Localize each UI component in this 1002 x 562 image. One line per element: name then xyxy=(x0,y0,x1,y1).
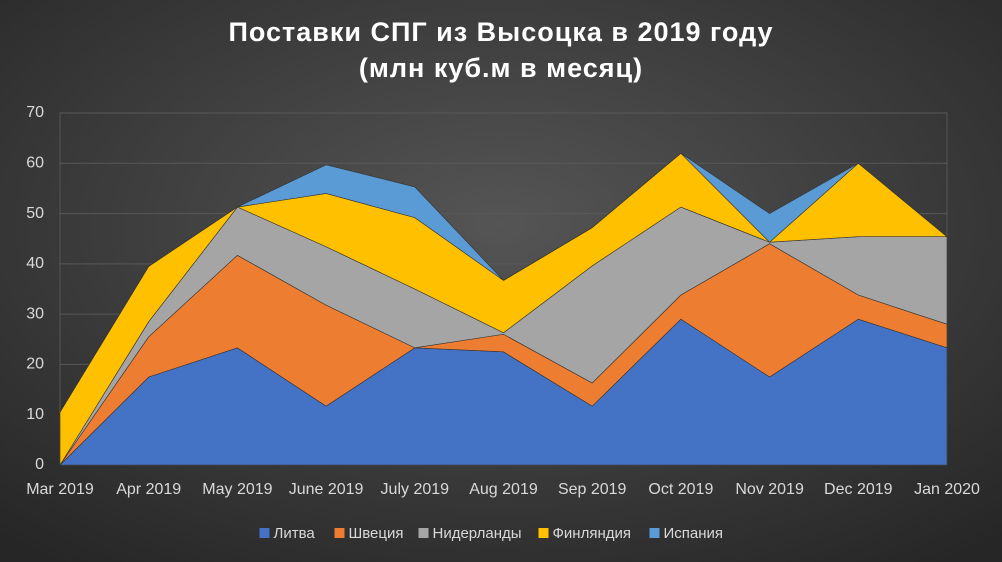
legend-label: Швеция xyxy=(349,525,404,542)
legend-label: Нидерланды xyxy=(433,525,522,542)
x-tick-label: Nov 2019 xyxy=(735,481,804,498)
x-tick-label: July 2019 xyxy=(381,481,450,498)
x-tick-label: Sep 2019 xyxy=(558,481,627,498)
legend-label: Литва xyxy=(274,525,316,542)
legend-swatch xyxy=(259,528,270,538)
legend-swatch xyxy=(418,528,429,538)
legend-swatch xyxy=(538,528,549,538)
y-tick-label: 60 xyxy=(26,155,44,172)
legend-label: Финляндия xyxy=(553,525,631,542)
x-tick-label: Oct 2019 xyxy=(648,481,713,498)
y-tick-label: 50 xyxy=(26,205,44,222)
x-tick-label: Aug 2019 xyxy=(469,481,538,498)
y-tick-label: 0 xyxy=(35,456,44,473)
x-tick-label: May 2019 xyxy=(202,481,272,498)
y-tick-label: 30 xyxy=(26,305,44,322)
legend-swatch xyxy=(334,528,345,538)
y-tick-label: 10 xyxy=(26,406,44,423)
chart-title: Поставки СПГ из Высоцка в 2019 году xyxy=(228,17,773,47)
y-tick-label: 70 xyxy=(26,104,44,121)
x-tick-label: Mar 2019 xyxy=(26,481,94,498)
x-tick-label: Apr 2019 xyxy=(116,481,181,498)
legend-label: Испания xyxy=(664,525,724,542)
y-tick-label: 40 xyxy=(26,255,44,272)
x-tick-label: Jan 2020 xyxy=(914,481,980,498)
legend-swatch xyxy=(649,528,660,538)
y-tick-label: 20 xyxy=(26,356,44,373)
chart-subtitle: (млн куб.м в месяц) xyxy=(359,53,643,83)
x-tick-label: Dec 2019 xyxy=(824,481,893,498)
x-tick-label: June 2019 xyxy=(289,481,364,498)
